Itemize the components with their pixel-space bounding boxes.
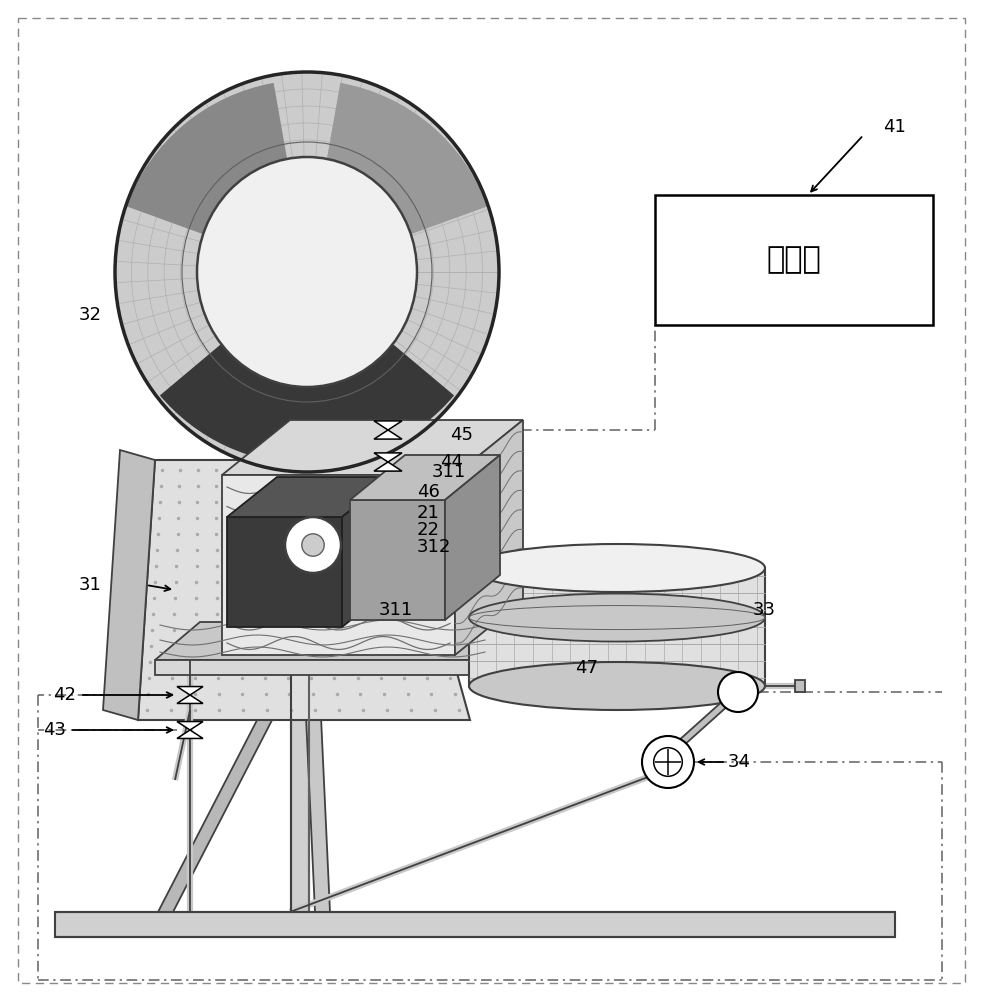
Polygon shape [222, 475, 455, 655]
Polygon shape [374, 430, 402, 439]
Bar [291, 462, 309, 912]
Ellipse shape [115, 72, 499, 472]
Text: 45: 45 [450, 426, 473, 444]
Wedge shape [160, 343, 454, 464]
Ellipse shape [469, 594, 765, 642]
Polygon shape [350, 455, 500, 500]
Polygon shape [155, 660, 490, 675]
Wedge shape [127, 83, 288, 234]
Polygon shape [158, 695, 285, 912]
Text: 33: 33 [753, 601, 776, 619]
Text: 42: 42 [53, 686, 76, 704]
Polygon shape [455, 420, 523, 655]
Bar [655, 195, 933, 325]
Text: 21: 21 [417, 504, 439, 522]
Circle shape [285, 517, 341, 573]
Text: 311: 311 [379, 601, 413, 619]
Polygon shape [177, 687, 203, 695]
Polygon shape [350, 500, 445, 620]
Text: 22: 22 [417, 521, 440, 539]
Text: 控制器: 控制器 [767, 245, 822, 274]
Text: 312: 312 [417, 538, 451, 556]
Bar [469, 568, 765, 686]
Wedge shape [326, 83, 488, 234]
Text: 34: 34 [728, 753, 751, 771]
Circle shape [718, 672, 758, 712]
Text: 41: 41 [883, 118, 906, 136]
Polygon shape [103, 450, 155, 720]
Polygon shape [795, 680, 805, 692]
Text: 31: 31 [79, 576, 102, 594]
Polygon shape [374, 453, 402, 462]
Text: 47: 47 [575, 659, 598, 677]
Text: 44: 44 [440, 453, 463, 471]
Ellipse shape [469, 544, 765, 592]
Polygon shape [305, 695, 330, 912]
Polygon shape [227, 477, 392, 517]
Text: 311: 311 [432, 463, 466, 481]
Polygon shape [177, 695, 203, 703]
Polygon shape [222, 420, 523, 475]
Polygon shape [138, 460, 470, 720]
Polygon shape [374, 462, 402, 471]
Polygon shape [155, 622, 535, 660]
Text: 46: 46 [417, 483, 439, 501]
Polygon shape [342, 477, 392, 627]
Circle shape [642, 736, 694, 788]
Polygon shape [490, 622, 535, 675]
Polygon shape [445, 455, 500, 620]
Ellipse shape [197, 157, 417, 387]
Polygon shape [177, 722, 203, 730]
Bar [55, 912, 895, 937]
Circle shape [302, 534, 324, 556]
Polygon shape [374, 421, 402, 430]
Polygon shape [177, 730, 203, 738]
Polygon shape [227, 517, 342, 627]
Text: 32: 32 [79, 306, 102, 324]
Polygon shape [648, 686, 750, 768]
Ellipse shape [469, 662, 765, 710]
Text: 43: 43 [43, 721, 66, 739]
